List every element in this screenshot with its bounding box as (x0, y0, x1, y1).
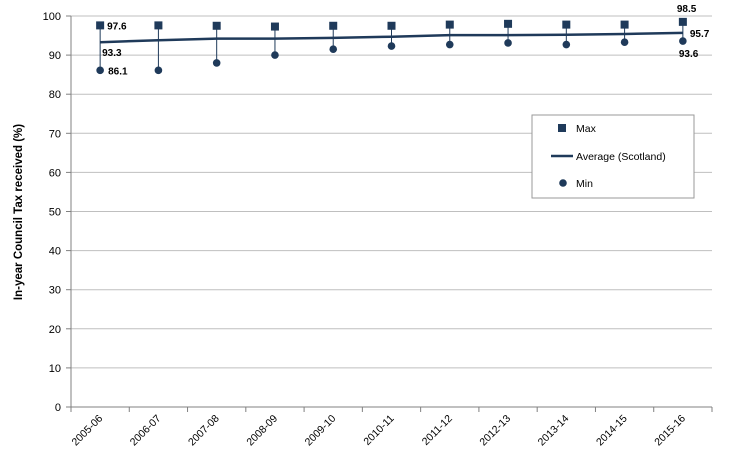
data-label: 97.6 (107, 21, 127, 32)
max-point (154, 21, 163, 30)
max-point (212, 21, 221, 30)
y-tick-label: 0 (55, 402, 61, 414)
y-tick-label: 70 (49, 128, 61, 140)
x-tick-label: 2012-13 (477, 413, 513, 449)
min-point (212, 59, 221, 67)
y-tick-label: 40 (49, 246, 61, 258)
y-tick-label: 30 (49, 285, 61, 297)
y-tick-label: 50 (49, 207, 61, 219)
max-point (270, 22, 279, 31)
max-point (504, 19, 513, 28)
data-label: 93.6 (679, 49, 699, 60)
max-series (96, 17, 687, 31)
min-point (562, 40, 571, 49)
x-tick-label: 2010-11 (361, 413, 396, 448)
average-series (100, 31, 683, 44)
y-tick-label: 20 (49, 324, 61, 336)
min-point (504, 39, 512, 47)
x-tick-label: 2007-08 (186, 413, 222, 449)
x-tick-label: 2014-15 (594, 413, 630, 449)
data-labels: 97.6 93.3 86.1 98.5 95.7 93.6 (102, 4, 710, 77)
min-point (445, 40, 454, 49)
max-point (562, 20, 571, 29)
legend-min-label: Min (576, 178, 593, 190)
min-point (620, 38, 629, 46)
data-label: 95.7 (690, 29, 710, 40)
min-point (154, 66, 163, 75)
max-point (387, 21, 396, 30)
x-tick-labels: 2005-06 2006-07 2007-08 2008-09 2009-10 2010-… (70, 413, 689, 449)
min-point (271, 51, 279, 59)
x-tick-label: 2013-14 (536, 413, 572, 449)
max-point (678, 17, 687, 26)
x-tick-label: 2015-16 (652, 413, 688, 449)
y-tick-label: 80 (49, 89, 61, 101)
min-point (387, 42, 396, 50)
x-tick-label: 2008-09 (244, 413, 280, 449)
legend-max-marker (558, 124, 566, 132)
legend-average-label: Average (Scotland) (576, 151, 666, 163)
y-axis-label: In-year Council Tax received (%) (13, 124, 25, 300)
min-point (329, 45, 338, 54)
average-line (100, 31, 683, 44)
max-point (96, 21, 105, 30)
x-tick-label: 2006-07 (128, 413, 164, 449)
x-tick-label: 2005-06 (70, 413, 106, 449)
gridlines (66, 15, 712, 408)
y-tick-label: 100 (43, 11, 61, 23)
legend-max-label: Max (576, 123, 597, 135)
y-tick-label: 60 (49, 167, 61, 179)
data-label: 86.1 (108, 66, 128, 77)
data-label: 93.3 (102, 48, 122, 59)
min-series (96, 37, 687, 75)
data-label: 98.5 (677, 4, 697, 15)
max-point (620, 20, 629, 29)
min-point (96, 66, 104, 75)
x-tick-label: 2011-12 (420, 413, 455, 448)
y-tick-label: 90 (49, 50, 61, 62)
min-point (679, 37, 687, 45)
max-point (329, 21, 338, 30)
legend: Max Average (Scotland) Min (531, 114, 695, 199)
max-point (445, 20, 454, 29)
y-tick-labels: 0 10 20 30 40 50 60 70 80 90 100 (43, 11, 61, 414)
axes (70, 16, 713, 412)
x-tick-label: 2009-10 (303, 413, 339, 449)
y-tick-label: 10 (49, 363, 61, 375)
legend-min-marker (559, 179, 567, 187)
